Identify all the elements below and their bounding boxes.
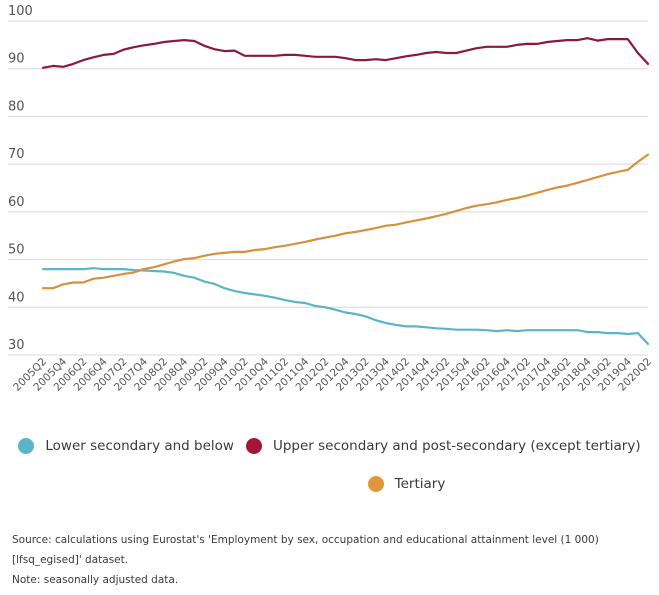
gridlines: [8, 20, 648, 356]
y-tick-label: 50: [8, 243, 25, 258]
legend-row-1: Lower secondary and below Upper secondar…: [0, 434, 659, 458]
source-line-2: [lfsq_egised]' dataset.: [12, 554, 129, 566]
circle-marker-icon: [367, 476, 384, 492]
y-tick-label: 40: [8, 290, 25, 305]
y-tick-label: 80: [8, 99, 25, 114]
y-tick-label: 90: [8, 52, 25, 67]
legend-label: Lower secondary and below: [45, 438, 234, 454]
series-line-lower-secondary-and-below: [41, 267, 650, 346]
legend-item-lower-secondary[interactable]: Lower secondary and below: [18, 438, 234, 454]
legend-label: Upper secondary and post-secondary (exce…: [272, 438, 641, 454]
y-tick-label: 60: [8, 195, 25, 210]
x-axis-ticks: 2005Q22005Q42006Q22006Q42007Q22007Q42008…: [11, 355, 654, 393]
circle-marker-icon: [18, 438, 35, 454]
y-tick-label: 30: [8, 338, 25, 353]
chart-notes: Source: calculations using Eurostat's 'E…: [12, 530, 599, 590]
series-line-upper-secondary-and-post-secondary-except-tertiary: [41, 37, 650, 69]
series-line-tertiary: [41, 153, 650, 290]
legend-label: Tertiary: [394, 476, 446, 492]
y-tick-label: 100: [8, 4, 33, 19]
legend: Lower secondary and below Upper secondar…: [0, 434, 659, 496]
note-line: Note: seasonally adjusted data.: [12, 574, 179, 586]
legend-row-2: Tertiary: [0, 472, 659, 496]
line-chart: 30 40 50 60 70 80 90 100 2005Q22005Q42006Q22006…: [8, 4, 654, 394]
series-lines: [41, 37, 650, 346]
y-tick-label: 70: [8, 147, 25, 162]
legend-item-upper-secondary[interactable]: Upper secondary and post-secondary (exce…: [245, 438, 641, 454]
legend-item-tertiary[interactable]: Tertiary: [367, 476, 446, 492]
circle-marker-icon: [245, 438, 262, 454]
source-line-1: Source: calculations using Eurostat's 'E…: [12, 534, 599, 546]
y-axis-ticks: 30 40 50 60 70 80 90 100: [8, 4, 33, 353]
